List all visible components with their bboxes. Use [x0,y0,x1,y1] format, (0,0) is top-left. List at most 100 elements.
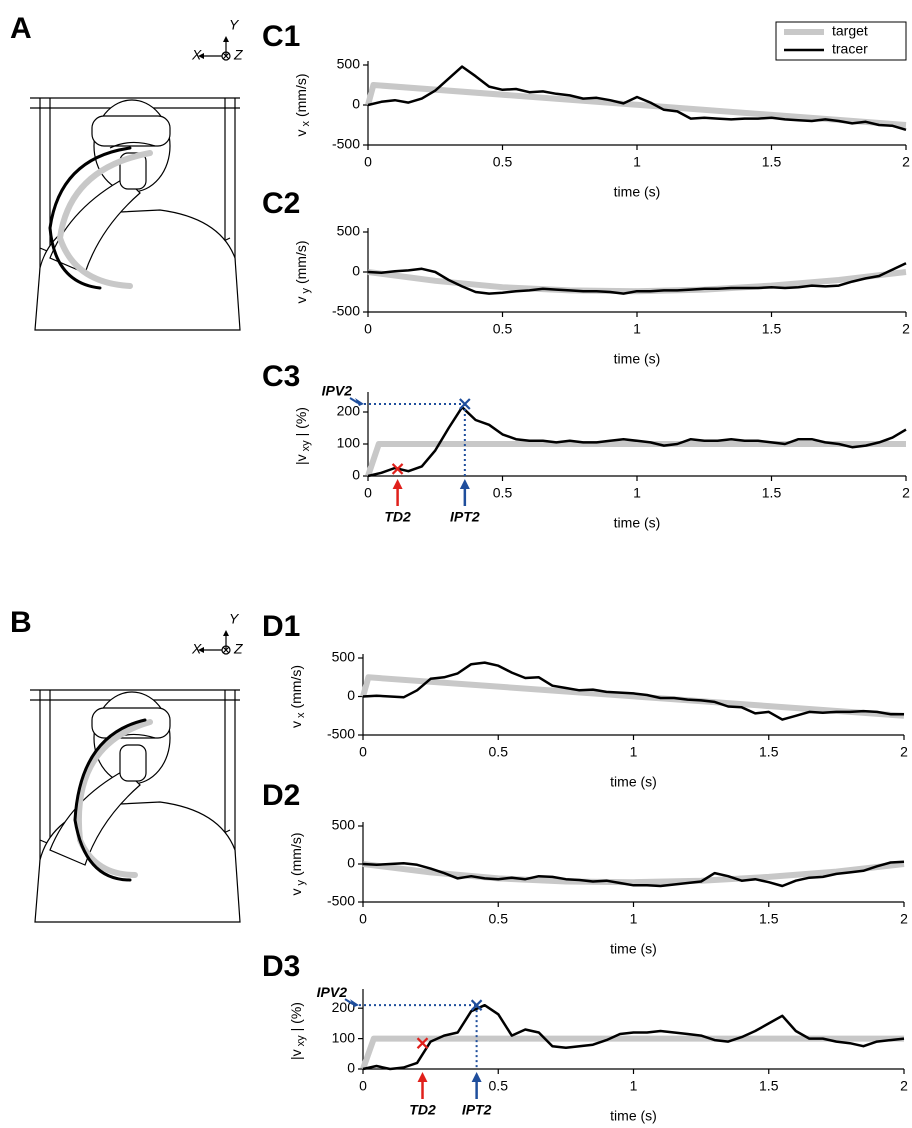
x-tick-label: 1 [633,154,641,170]
y-label-part: (mm/s) [288,832,304,876]
y-tick-label: -500 [332,303,360,319]
x-tick-label: 2 [902,485,910,501]
y-tick-label: 100 [332,1029,356,1045]
x-tick-label: 0 [364,154,372,170]
y-label-part: | (%) [288,1002,304,1031]
event-marker [470,999,483,1011]
series-line [362,1003,905,1071]
x-tick-label: 0.5 [493,485,513,501]
trajectory [48,146,132,290]
y-label-part: xy [295,1035,307,1047]
series-line [367,65,907,131]
annotation-label: IPV2 [322,383,353,399]
series-line [367,269,907,295]
axis-letter: X [191,641,202,657]
x-tick-label: 0 [359,911,367,927]
arrow-head [471,1072,482,1082]
x-tick-label: 2 [900,1078,908,1094]
panel-label: A [10,12,32,45]
y-label-part: x [295,712,307,718]
y-axis-label: |v xy | (%) [288,1002,307,1060]
y-label-part: v [288,889,304,896]
y-tick-label: 500 [337,223,361,239]
x-tick-label: 2 [900,911,908,927]
x-axis-label: time (s) [614,184,661,200]
series-line [367,405,907,478]
y-axis-label: vy (mm/s) [288,832,307,895]
y-tick-label: 500 [337,56,361,72]
arrow-head [459,479,470,489]
annotation-label: TD2 [409,1102,436,1118]
panel-title: C1 [262,20,300,53]
series-line [362,661,904,721]
x-tick-label: 0.5 [489,744,509,760]
y-label-part: | (%) [293,407,309,436]
series-line [362,860,905,888]
y-tick-label: 0 [352,96,360,112]
panel-title: C2 [262,187,300,220]
trajectory [73,718,147,882]
x-tick-label: 2 [900,744,908,760]
legend-box [775,21,907,61]
series-line [360,674,905,719]
axis-letter: X [191,47,202,63]
y-tick-label: 500 [332,649,356,665]
y-label-part: v [293,130,309,137]
x-tick-label: 1.5 [762,321,782,337]
y-label-part: y [295,880,307,886]
y-label-part: |v [293,454,309,465]
arrow [349,397,359,404]
y-label-part: |v [288,1049,304,1060]
y-tick-label: 0 [352,263,360,279]
panel-title: D3 [262,950,300,983]
event-marker [459,398,471,410]
x-tick-label: 1.5 [762,485,782,501]
x-tick-label: 0.5 [489,911,509,927]
x-tick-label: 0 [359,744,367,760]
x-tick-label: 1.5 [759,744,779,760]
arrow-head [350,999,359,1008]
x-tick-label: 1.5 [759,911,779,927]
y-tick-label: -500 [332,136,360,152]
legend-label: target [832,23,868,39]
y-axis-label: |v xy | (%) [293,407,312,465]
panel-title: C3 [262,360,300,393]
panel-label: B [10,606,32,639]
y-label-part: v [293,297,309,304]
x-tick-label: 1.5 [762,154,782,170]
annotation-label: IPT2 [462,1102,492,1118]
y-tick-label: -500 [327,893,355,909]
series-line [360,1035,904,1071]
annotation-label: IPV2 [317,984,348,1000]
x-tick-label: 0.5 [493,154,513,170]
x-tick-label: 0 [364,321,372,337]
y-axis-label: vx (mm/s) [288,665,307,728]
x-tick-label: 0 [364,485,372,501]
panel-title: D1 [262,610,300,643]
person-drawing [29,97,241,331]
event-marker [391,463,404,475]
x-tick-label: 1 [633,321,641,337]
y-tick-label: 0 [352,467,360,483]
y-tick-label: 0 [347,1060,355,1076]
coordinate-icon [197,629,231,655]
y-tick-label: 100 [337,435,361,451]
series-line [367,262,907,295]
y-axis-label: vy (mm/s) [293,240,312,303]
y-label-part: x [300,121,312,127]
y-label-part: v [288,721,304,728]
x-tick-label: 1 [630,911,638,927]
y-tick-label: 500 [332,817,356,833]
x-tick-label: 2 [902,321,910,337]
x-tick-label: 2 [902,154,910,170]
x-axis-label: time (s) [610,941,657,957]
trajectory [75,719,153,878]
y-tick-label: -500 [327,726,355,742]
legend-label: tracer [832,41,868,57]
x-tick-label: 1.5 [759,1078,779,1094]
x-tick-label: 1 [633,485,641,501]
series-line [362,861,905,886]
x-tick-label: 1 [630,744,638,760]
axis-letter: Z [233,641,243,657]
y-label-part: y [300,288,312,294]
